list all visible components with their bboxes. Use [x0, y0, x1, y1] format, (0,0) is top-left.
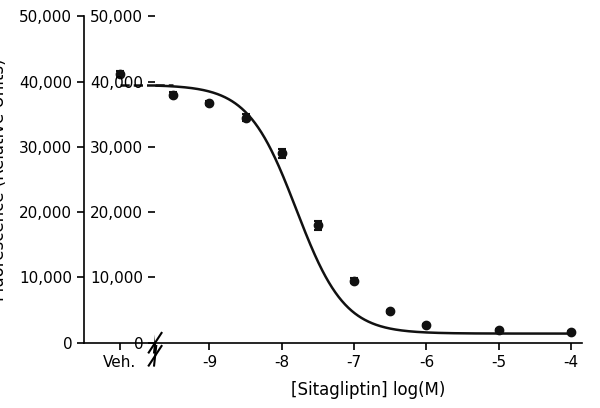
Y-axis label: Fluorescence (Relative Units): Fluorescence (Relative Units)	[0, 58, 8, 301]
X-axis label: [Sitagliptin] log(M): [Sitagliptin] log(M)	[292, 381, 446, 399]
